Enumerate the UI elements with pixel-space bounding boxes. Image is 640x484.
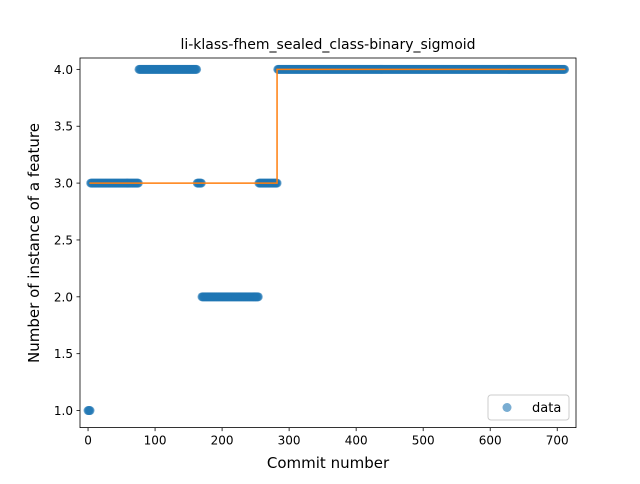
plot-area [83,64,570,416]
x-tick-label: 600 [479,434,502,448]
legend: data [487,394,570,421]
y-tick-label: 2.5 [54,233,73,247]
x-axis-ticks: 0 100 200 300 400 500 600 700 [84,427,569,448]
x-tick-label: 500 [412,434,435,448]
x-tick-label: 300 [278,434,301,448]
x-tick-label: 400 [345,434,368,448]
chart-title: li-klass-fhem_sealed_class-binary_sigmoi… [180,37,475,53]
y-axis-label: Number of instance of a feature [25,123,43,363]
data-point [253,292,263,302]
x-axis-label: Commit number [267,454,390,472]
legend-marker-data [502,403,512,412]
x-tick-label: 0 [84,434,92,448]
trend-step-line [89,68,566,184]
x-tick-label: 200 [211,434,234,448]
y-tick-label: 3.0 [54,177,73,191]
legend-label-data: data [532,401,561,416]
y-tick-label: 4.0 [54,63,73,77]
y-tick-label: 2.0 [54,290,73,304]
axes-frame [79,57,577,429]
data-point [192,64,202,74]
data-point [85,406,95,416]
x-tick-label: 100 [144,434,167,448]
legend-box [487,394,570,421]
y-tick-label: 1.0 [54,404,73,418]
x-tick-label: 700 [546,434,569,448]
y-axis-ticks: 1.0 1.5 2.0 2.5 3.0 3.5 4.0 [54,63,80,418]
y-tick-label: 1.5 [54,347,73,361]
y-tick-label: 3.5 [54,120,73,134]
